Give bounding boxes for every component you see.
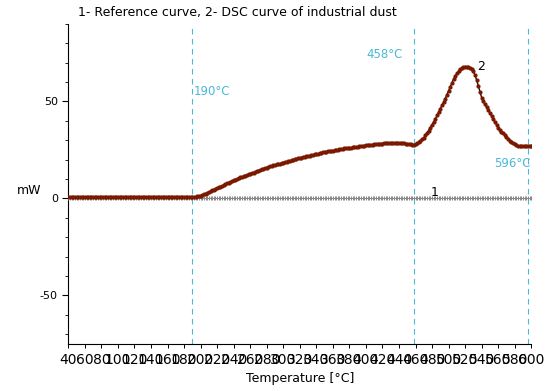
- Text: 2: 2: [477, 60, 485, 73]
- Text: 190°C: 190°C: [194, 85, 230, 98]
- Text: 1: 1: [431, 186, 438, 199]
- Y-axis label: mW: mW: [16, 184, 41, 197]
- Text: 1- Reference curve, 2- DSC curve of industrial dust: 1- Reference curve, 2- DSC curve of indu…: [78, 5, 397, 18]
- Text: 596°C: 596°C: [494, 157, 531, 170]
- X-axis label: Temperature [°C]: Temperature [°C]: [246, 373, 354, 386]
- Text: 458°C: 458°C: [366, 48, 402, 61]
